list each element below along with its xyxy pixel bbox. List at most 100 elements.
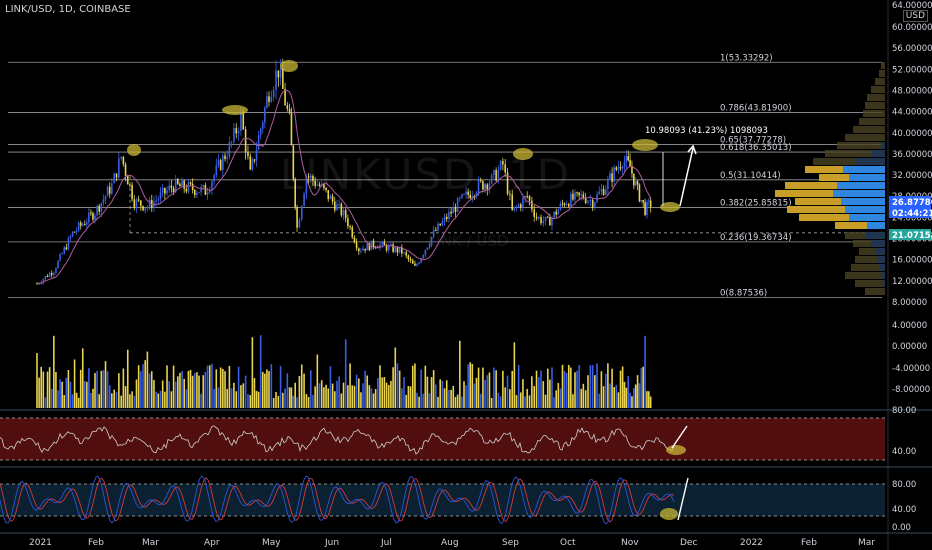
volume-bar bbox=[403, 377, 405, 408]
candle-body bbox=[166, 190, 168, 194]
volume-profile-bar bbox=[853, 126, 885, 133]
candle-body bbox=[79, 222, 82, 226]
candle-body bbox=[611, 173, 613, 182]
price-tick-label: 56.00000 bbox=[892, 44, 932, 54]
volume-bar bbox=[268, 371, 270, 408]
candle-body bbox=[627, 156, 630, 161]
volume-bar bbox=[531, 376, 533, 408]
volume-bar bbox=[122, 368, 125, 408]
volume-profile-bar-up bbox=[875, 248, 885, 255]
volume-bar bbox=[61, 381, 63, 408]
fib-level-label: 0.382(25.85815) bbox=[720, 199, 792, 209]
volume-bar bbox=[168, 381, 171, 408]
candle-body bbox=[272, 89, 275, 97]
candle-body bbox=[594, 202, 596, 208]
arrow-head bbox=[687, 144, 697, 155]
candle-body bbox=[642, 200, 644, 203]
volume-bar bbox=[153, 380, 155, 408]
volume-bar bbox=[549, 379, 551, 408]
price-tick-label: 52.00000 bbox=[892, 65, 932, 75]
volume-bar bbox=[372, 393, 375, 408]
candle-body bbox=[329, 195, 332, 200]
candle-body bbox=[270, 96, 273, 102]
volume-bar bbox=[430, 377, 433, 408]
candle-body bbox=[435, 229, 437, 231]
volume-bar bbox=[553, 397, 555, 408]
volume-bar bbox=[81, 348, 84, 408]
candle-body bbox=[183, 180, 185, 189]
highlight-marker bbox=[280, 60, 298, 72]
candle-body bbox=[477, 179, 480, 193]
candle-body bbox=[113, 173, 115, 184]
candle-body bbox=[443, 216, 446, 222]
volume-profile-bar bbox=[799, 214, 885, 221]
candle-body bbox=[428, 244, 431, 248]
volume-bar bbox=[379, 365, 381, 408]
volume-profile-bar-up bbox=[849, 174, 885, 181]
fib-level-label: 0.618(36.35013) bbox=[720, 143, 792, 153]
volume-bar bbox=[454, 396, 457, 408]
volume-bar bbox=[551, 367, 553, 408]
candle-body bbox=[638, 184, 641, 202]
candle-body bbox=[557, 209, 560, 215]
candle-body bbox=[587, 200, 589, 203]
time-tick-label: Mar bbox=[142, 538, 159, 548]
candle-body bbox=[279, 68, 282, 78]
volume-bar bbox=[104, 361, 107, 408]
candle-body bbox=[333, 201, 336, 211]
candle-body bbox=[394, 247, 397, 252]
stoch-highlight bbox=[660, 508, 678, 520]
volume-bar bbox=[183, 378, 185, 408]
candle-body bbox=[633, 173, 635, 186]
volume-bar bbox=[463, 381, 465, 408]
volume-bar bbox=[42, 371, 45, 408]
volume-bar bbox=[53, 335, 55, 408]
volume-bar bbox=[196, 372, 198, 408]
candle-body bbox=[535, 216, 538, 219]
candle-body bbox=[509, 193, 511, 195]
candle-body bbox=[349, 226, 351, 228]
candle-body bbox=[473, 195, 476, 197]
volume-bar bbox=[477, 367, 480, 408]
volume-bar bbox=[292, 395, 295, 408]
volume-bar bbox=[644, 335, 646, 408]
volume-profile-bar bbox=[845, 134, 885, 141]
volume-bar bbox=[202, 375, 205, 408]
volume-bar bbox=[329, 366, 332, 408]
candle-body bbox=[646, 201, 648, 215]
volume-bar bbox=[522, 379, 524, 408]
volume-bars bbox=[36, 335, 652, 408]
volume-bar bbox=[333, 391, 336, 408]
volume-bar bbox=[200, 393, 202, 408]
candle-body bbox=[83, 224, 86, 226]
candle-body bbox=[409, 259, 412, 261]
volume-bar bbox=[244, 375, 247, 408]
candle-body bbox=[292, 145, 295, 179]
rsi-arrow bbox=[671, 425, 688, 449]
volume-profile-bar bbox=[881, 62, 885, 69]
candle-body bbox=[385, 245, 388, 251]
volume-bar bbox=[513, 342, 516, 408]
volume-bar bbox=[327, 388, 330, 408]
volume-bar bbox=[307, 396, 310, 408]
price-badge-label: 02:44:21 bbox=[892, 209, 932, 219]
volume-bar bbox=[140, 371, 142, 408]
volume-bar bbox=[320, 380, 323, 408]
candle-body bbox=[344, 210, 347, 219]
candle-body bbox=[613, 167, 615, 182]
volume-bar bbox=[578, 365, 580, 408]
candle-body bbox=[219, 160, 222, 170]
volume-bar bbox=[94, 373, 96, 408]
candle-body bbox=[187, 182, 190, 192]
volume-bar bbox=[509, 389, 511, 408]
volume-bar bbox=[646, 391, 648, 408]
volume-bar bbox=[38, 377, 40, 408]
volume-bar bbox=[392, 367, 394, 408]
volume-bar bbox=[411, 365, 414, 408]
candle-body bbox=[115, 173, 118, 178]
candle-body bbox=[602, 189, 605, 195]
volume-bar bbox=[627, 375, 630, 408]
volume-bar bbox=[90, 392, 92, 408]
stoch-arrow bbox=[677, 477, 689, 521]
